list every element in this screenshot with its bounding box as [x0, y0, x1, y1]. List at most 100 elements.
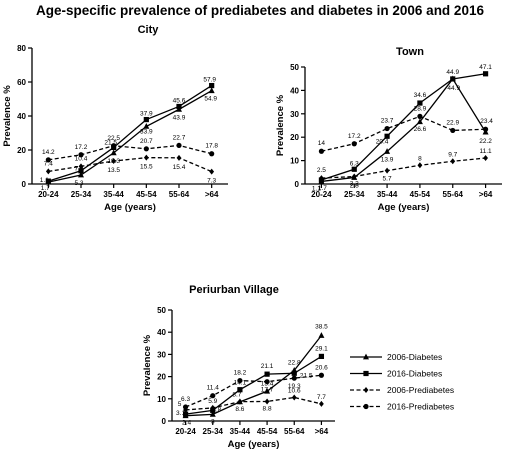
series-2006-prediabetes: 5 5.9 8.7 8.8 10.6 7.7: [178, 387, 326, 413]
x-tick-label: 20-24: [311, 190, 332, 199]
data-point: [351, 173, 357, 180]
data-label: 5.3: [74, 180, 83, 187]
series-2016-prediabetes: 14 17.2 23.7 28.9 22.9 23.4: [318, 105, 493, 154]
data-point: [176, 142, 182, 149]
y-tick-label: 50: [157, 306, 166, 315]
data-point: [110, 149, 117, 156]
y-tick-label: 0: [22, 180, 27, 189]
data-label: 17.2: [75, 144, 88, 151]
data-label: 22.7: [173, 134, 186, 141]
data-point: [209, 151, 215, 157]
data-label: 21.5: [104, 139, 117, 146]
data-label: 15.4: [173, 164, 186, 171]
data-label: 18.2: [234, 370, 247, 377]
y-tick-label: 20: [17, 146, 26, 155]
y-tick-label: 20: [290, 133, 299, 142]
data-point: [237, 387, 243, 393]
data-label: 2.4: [182, 420, 191, 427]
data-label: 13.5: [107, 167, 120, 174]
data-point: [237, 398, 243, 405]
y-tick-label: 60: [17, 78, 26, 87]
y-tick-label: 0: [295, 180, 300, 189]
data-label: 7.4: [44, 160, 53, 167]
data-point: [45, 157, 51, 163]
y-axis-title: Prevalence %: [2, 85, 13, 147]
y-tick-label: 30: [290, 110, 299, 119]
legend-marker: [363, 353, 369, 360]
x-tick-label: 35-44: [377, 190, 398, 199]
data-point: [450, 76, 456, 82]
figure-title: Age-specific prevalence of prediabetes a…: [36, 3, 484, 18]
legend-entry-2016-diabetes: 2016-Diabetes: [350, 369, 442, 379]
data-label: 5.7: [383, 176, 392, 183]
data-label: 3: [211, 418, 215, 425]
data-label: 2.5: [317, 167, 326, 174]
data-point: [351, 141, 357, 147]
data-label: 57.9: [203, 77, 216, 84]
data-label: 47.1: [479, 64, 492, 71]
data-point: [182, 404, 189, 410]
data-point: [291, 394, 297, 401]
data-label: 17.2: [348, 133, 361, 140]
data-point: [45, 178, 51, 184]
data-point: [111, 143, 117, 149]
data-label: 20.7: [140, 138, 153, 145]
x-tick-label: >64: [315, 427, 329, 436]
data-point: [482, 71, 489, 77]
data-point: [318, 148, 325, 154]
data-label: 23.4: [480, 118, 493, 125]
data-point: [416, 118, 423, 125]
series-line-2016-diabetes: [321, 73, 486, 181]
legend-label: 2006-Prediabetes: [387, 385, 454, 395]
series-line-2006-diabetes: [48, 90, 212, 183]
data-point: [483, 155, 488, 162]
data-point: [45, 168, 51, 175]
x-tick-label: 20-24: [38, 190, 59, 199]
data-point: [384, 167, 390, 174]
data-label: 9.7: [448, 151, 457, 158]
data-label: 1.1: [312, 185, 321, 192]
data-point: [264, 387, 271, 394]
data-label: 54.9: [204, 96, 217, 103]
data-label: 3.1: [176, 410, 185, 417]
data-point: [318, 372, 325, 378]
data-point: [176, 103, 182, 110]
y-tick-label: 10: [157, 395, 166, 404]
data-label: 17.8: [205, 143, 218, 150]
data-label: 28.9: [414, 105, 427, 112]
data-point: [450, 127, 456, 134]
data-point: [384, 125, 390, 132]
legend-entry-2006-diabetes: 2006-Diabetes: [350, 352, 442, 362]
panel-town: Town 0 10 20 30 40 50 20-24 25-34 35-44 45-54 55-64…: [275, 46, 502, 213]
data-label: 20.4: [376, 138, 389, 145]
data-point: [143, 116, 149, 123]
y-tick-label: 30: [157, 350, 166, 359]
data-label: 11.1: [479, 148, 492, 155]
data-point: [291, 375, 297, 381]
series-2016-diabetes: 1.7 6.3 20.4 34.6 44.9 47.1: [318, 64, 492, 192]
x-axis-title: Age (years): [104, 202, 156, 213]
y-tick-label: 20: [157, 373, 166, 382]
legend-entry-2006-prediabetes: 2006-Prediabetes: [350, 385, 454, 395]
data-label: 13.9: [381, 156, 394, 163]
data-point: [143, 154, 149, 161]
data-label: 38.5: [315, 324, 328, 331]
legend-label: 2016-Diabetes: [387, 369, 442, 379]
data-label: 6.3: [181, 396, 190, 403]
data-label: 23.7: [381, 118, 394, 125]
series-line-2006-diabetes: [321, 77, 487, 183]
panel-title-city: City: [138, 24, 160, 36]
data-label: 6.3: [350, 160, 359, 167]
data-point: [318, 332, 325, 338]
legend-label: 2006-Diabetes: [387, 352, 442, 362]
x-tick-label: 55-64: [169, 190, 190, 199]
data-point: [208, 87, 215, 94]
data-label: 5.9: [208, 398, 217, 405]
series-2016-prediabetes: 14.2 17.2 22.5 20.7 22.7 17.8: [42, 134, 218, 163]
data-label: 1.1: [40, 177, 49, 184]
x-tick-label: 20-24: [175, 427, 196, 436]
data-label: 17.7: [261, 387, 274, 394]
data-label: 15.5: [140, 164, 153, 171]
